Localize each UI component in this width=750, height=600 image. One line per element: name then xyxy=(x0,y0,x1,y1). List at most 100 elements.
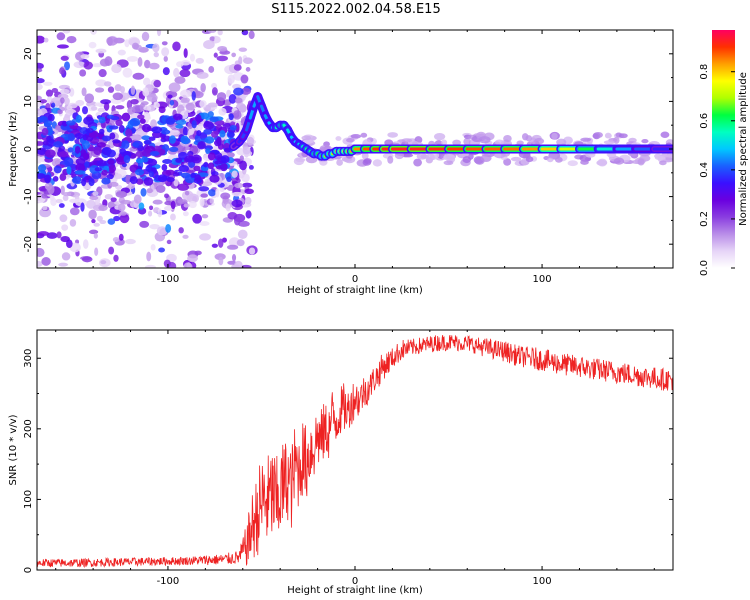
spectrogram-noise-blob xyxy=(228,93,237,104)
spectrogram-noise-blob xyxy=(80,54,90,59)
spectrogram-band-blob xyxy=(75,158,86,165)
spectrogram-noise-blob xyxy=(244,188,254,195)
spectrogram-noise-blob xyxy=(218,256,224,266)
spectrogram-noise-blob xyxy=(158,247,165,253)
spectrogram-noise-blob xyxy=(248,30,255,40)
spectrogram-noise-blob xyxy=(42,205,48,211)
spectrogram-noise-blob xyxy=(127,182,135,190)
spectrogram-noise-blob xyxy=(142,87,150,97)
spectrogram-noise-blob xyxy=(231,52,237,58)
spectrogram-noise-blob xyxy=(131,42,139,50)
spectrogram-noise-blob xyxy=(163,259,171,268)
spectrogram-band-blob xyxy=(94,167,102,172)
spectrogram-noise-blob xyxy=(73,61,86,69)
spectrogram-x-axis-label: Height of straight line (km) xyxy=(287,285,423,296)
spectrogram-noise-blob xyxy=(233,64,242,71)
spectrogram-noise-blob xyxy=(79,69,87,77)
spectrogram-band-blob xyxy=(229,124,237,131)
spectrogram-noise-blob xyxy=(141,31,150,42)
spectrogram-band-blob xyxy=(220,155,230,164)
spectrogram-noise-blob xyxy=(209,198,215,204)
spectrogram-band-blob xyxy=(125,128,133,138)
spectrogram-noise-blob xyxy=(209,36,215,42)
spectrogram-band-blob xyxy=(228,113,234,121)
spectrogram-noise-blob xyxy=(120,199,132,205)
spectrogram-noise-blob xyxy=(114,148,120,159)
spectrogram-halo-blob xyxy=(480,154,492,163)
spectrogram-halo-blob xyxy=(592,133,599,139)
spectrogram-noise-blob xyxy=(37,35,46,44)
spectrogram-noise-blob xyxy=(94,102,102,107)
spectrogram-noise-blob xyxy=(237,229,248,239)
spectrogram-noise-blob xyxy=(69,219,77,227)
spectrogram-noise-blob xyxy=(117,49,126,56)
y-tick-label: 200 xyxy=(23,419,34,438)
spectrogram-noise-blob xyxy=(173,178,179,187)
spectrogram-band-blob xyxy=(59,173,67,181)
spectrogram-band-blob xyxy=(108,125,119,130)
y-tick-label: 300 xyxy=(23,349,34,368)
spectrogram-band-blob xyxy=(101,169,108,176)
spectrogram-noise-blob xyxy=(170,213,176,221)
spectrogram-noise-blob xyxy=(234,97,243,104)
spectrogram-noise-blob xyxy=(156,184,166,193)
spectrogram-halo-blob xyxy=(494,139,504,145)
spectrogram-noise-blob xyxy=(156,30,162,37)
spectrogram-noise-blob xyxy=(199,198,205,207)
spectrogram-noise-blob xyxy=(238,47,248,52)
spectrogram-noise-blob xyxy=(239,155,244,162)
spectrogram-noise-blob xyxy=(103,81,112,87)
spectrogram-band-blob xyxy=(168,146,179,152)
colorbar: 0.0 0.2 0.4 0.6 0.8 Normalized spectral ampl… xyxy=(699,30,749,276)
spectrogram-band-blob xyxy=(52,175,59,182)
spectrogram-noise-blob xyxy=(173,67,180,78)
spectrogram-band-blob xyxy=(67,147,74,153)
spectrogram-noise-blob xyxy=(146,188,153,194)
spectrogram-band-blob xyxy=(165,117,176,125)
spectrogram-noise-blob xyxy=(194,250,202,256)
spectrogram-noise-blob xyxy=(162,67,170,76)
spectrogram-noise-blob xyxy=(161,47,170,57)
spectrogram-band-blob xyxy=(107,159,115,165)
spectrogram-halo-blob xyxy=(660,131,670,138)
spectrogram-noise-blob xyxy=(84,93,95,104)
spectrogram-halo-blob xyxy=(302,139,314,144)
spectrogram-band-blob xyxy=(118,125,125,133)
colorbar-ticks: 0.0 0.2 0.4 0.6 0.8 xyxy=(699,64,735,276)
spectrogram-noise-blob xyxy=(213,52,218,58)
spectrogram-noise-blob xyxy=(148,62,160,70)
spectrogram-noise-blob xyxy=(97,107,106,113)
spectrogram-noise-blob xyxy=(82,239,89,249)
spectrogram-noise-blob xyxy=(192,195,198,202)
spectrogram-noise-blob xyxy=(152,199,163,205)
spectrogram-band-blob xyxy=(196,114,202,123)
spectrogram-band-blob xyxy=(72,176,82,183)
spectrogram-band-blob xyxy=(197,172,209,178)
spectrogram-noise-blob xyxy=(166,239,172,245)
spectrogram-noise-blob xyxy=(245,210,252,219)
spectrogram-noise-blob xyxy=(125,238,136,245)
spectrogram-noise-blob xyxy=(182,126,188,137)
spectrogram-band-blob xyxy=(132,142,140,148)
spectrogram-noise-blob xyxy=(174,76,186,84)
spectrogram-band-blob xyxy=(220,163,228,172)
spectrogram-noise-blob xyxy=(57,109,63,115)
spectrogram-noise-blob xyxy=(191,90,196,101)
spectrogram-band-blob xyxy=(178,165,190,172)
spectrogram-band-blob xyxy=(41,127,49,136)
spectrogram-noise-blob xyxy=(207,102,218,108)
spectrogram-halo-blob xyxy=(546,157,554,163)
spectrogram-noise-blob xyxy=(153,79,162,88)
spectrogram-noise-blob xyxy=(237,220,250,227)
spectrogram-band-blob xyxy=(175,157,183,163)
spectrogram-y-axis-label: Frequency (Hz) xyxy=(8,111,19,187)
spectrogram-band-blob xyxy=(172,113,183,121)
spectrogram-noise-blob xyxy=(37,83,43,91)
spectrogram-noise-blob xyxy=(219,187,225,193)
spectrogram-band-blob xyxy=(109,132,116,140)
spectrogram-noise-blob xyxy=(163,55,168,62)
spectrogram-noise-blob xyxy=(43,81,53,86)
spectrogram-noise-blob xyxy=(240,74,249,84)
